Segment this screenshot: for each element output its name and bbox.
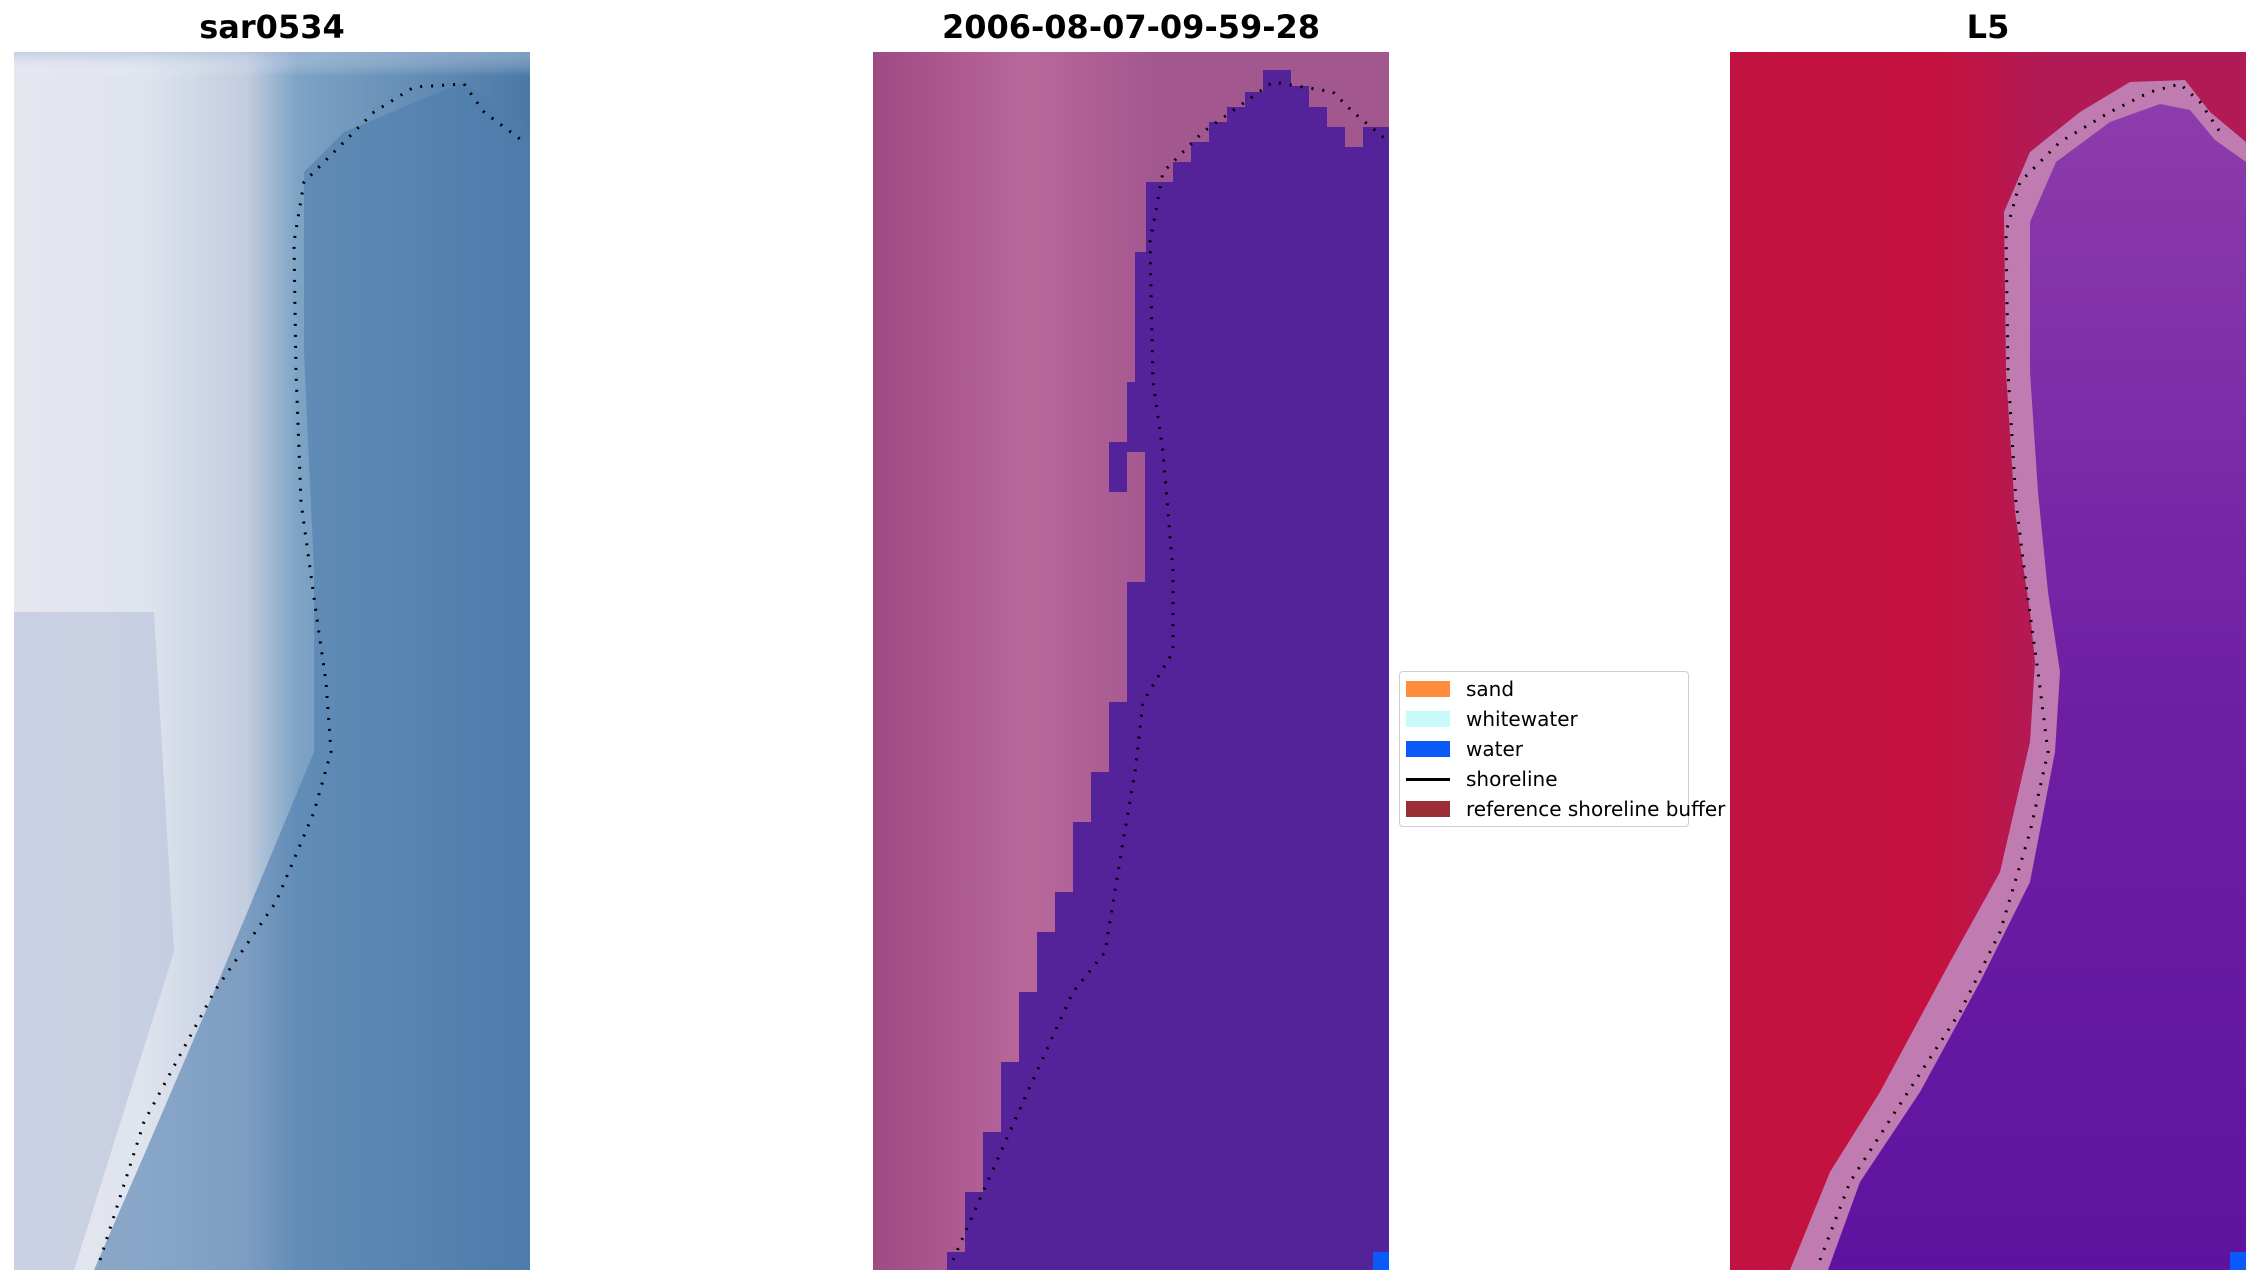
legend-swatch-whitewater [1406,711,1450,727]
legend-label-water: water [1466,737,1523,761]
legend-item-water: water [1406,736,1523,762]
legend: sand whitewater water shoreline referenc… [1399,671,1725,827]
legend-swatch-buffer [1406,801,1450,817]
panel-title-rgb: sar0534 [199,8,345,46]
shoreline-line [1818,82,2222,1261]
legend-label-buffer: reference shoreline buffer [1466,797,1726,821]
panel-title-index: L5 [1966,8,2010,46]
index-image [1730,52,2246,1270]
classification-image [873,52,1389,1270]
legend-item-sand: sand [1406,676,1514,702]
rgb-image [14,52,530,1270]
panel-title-classification: 2006-08-07-09-59-28 [941,8,1321,46]
legend-line-shoreline [1406,777,1450,781]
legend-item-whitewater: whitewater [1406,706,1578,732]
legend-swatch-sand [1406,681,1450,697]
legend-label-whitewater: whitewater [1466,707,1578,731]
legend-label-shoreline: shoreline [1466,767,1558,791]
legend-swatch-water [1406,741,1450,757]
legend-item-buffer: reference shoreline buffer [1406,796,1725,822]
legend-item-shoreline: shoreline [1406,766,1558,792]
legend-label-sand: sand [1466,677,1515,701]
